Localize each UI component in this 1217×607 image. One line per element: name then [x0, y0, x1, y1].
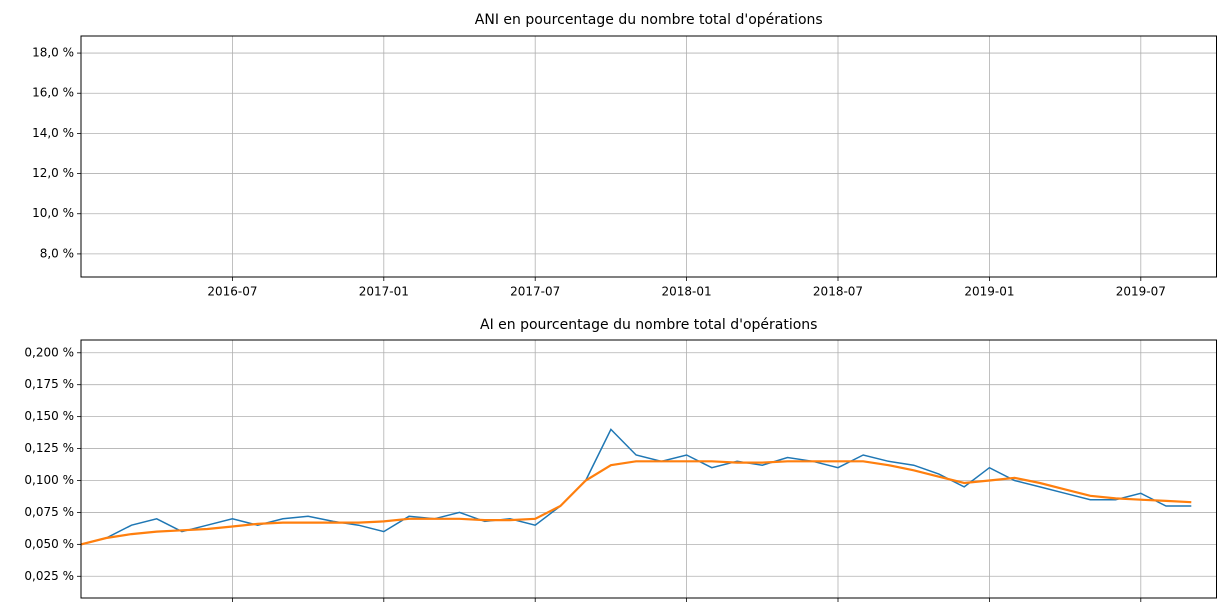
data-line	[81, 460, 1192, 546]
x-tick-label: 2017-07	[510, 285, 560, 299]
y-tick-label: 0,075 %	[24, 505, 74, 519]
y-tick-label: 10,0 %	[32, 206, 74, 220]
data-line	[81, 69, 1191, 204]
y-tick-label: 8,0 %	[40, 246, 74, 260]
x-tick-label: 2019-07	[1116, 285, 1166, 299]
y-tick-label: 0,050 %	[24, 537, 74, 551]
y-tick-label: 0,100 %	[24, 473, 74, 487]
y-tick-label: 14,0 %	[32, 126, 74, 140]
chart-title: AI en pourcentage du nombre total d'opér…	[480, 317, 817, 333]
y-tick-label: 12,0 %	[32, 166, 74, 180]
x-tick-label: 2019-07	[1116, 606, 1166, 607]
data-line	[81, 428, 1192, 546]
y-tick-label: 0,150 %	[24, 409, 74, 423]
x-tick-label: 2017-07	[510, 606, 560, 607]
x-tick-label: 2019-01	[964, 285, 1014, 299]
plot-frame	[80, 339, 1217, 599]
y-tick-label: 18,0 %	[32, 46, 74, 60]
x-tick-label: 2018-07	[813, 606, 863, 607]
chart-title: ANI en pourcentage du nombre total d'opé…	[475, 12, 823, 28]
x-tick-label: 2016-07	[207, 606, 257, 607]
plot-frame	[80, 35, 1217, 278]
y-tick-label: 16,0 %	[32, 86, 74, 100]
y-tick-label: 0,175 %	[24, 377, 74, 391]
plot-area	[81, 69, 1192, 546]
x-tick-label: 2017-01	[359, 285, 409, 299]
x-tick-label: 2018-01	[662, 285, 712, 299]
x-tick-label: 2016-07	[207, 285, 257, 299]
x-tick-label: 2018-01	[662, 606, 712, 607]
y-tick-label: 0,025 %	[24, 569, 74, 583]
x-tick-label: 2019-01	[964, 606, 1014, 607]
y-tick-label: 0,200 %	[24, 345, 74, 359]
y-tick-label: 0,125 %	[24, 441, 74, 455]
x-tick-label: 2018-07	[813, 285, 863, 299]
x-tick-label: 2017-01	[359, 606, 409, 607]
